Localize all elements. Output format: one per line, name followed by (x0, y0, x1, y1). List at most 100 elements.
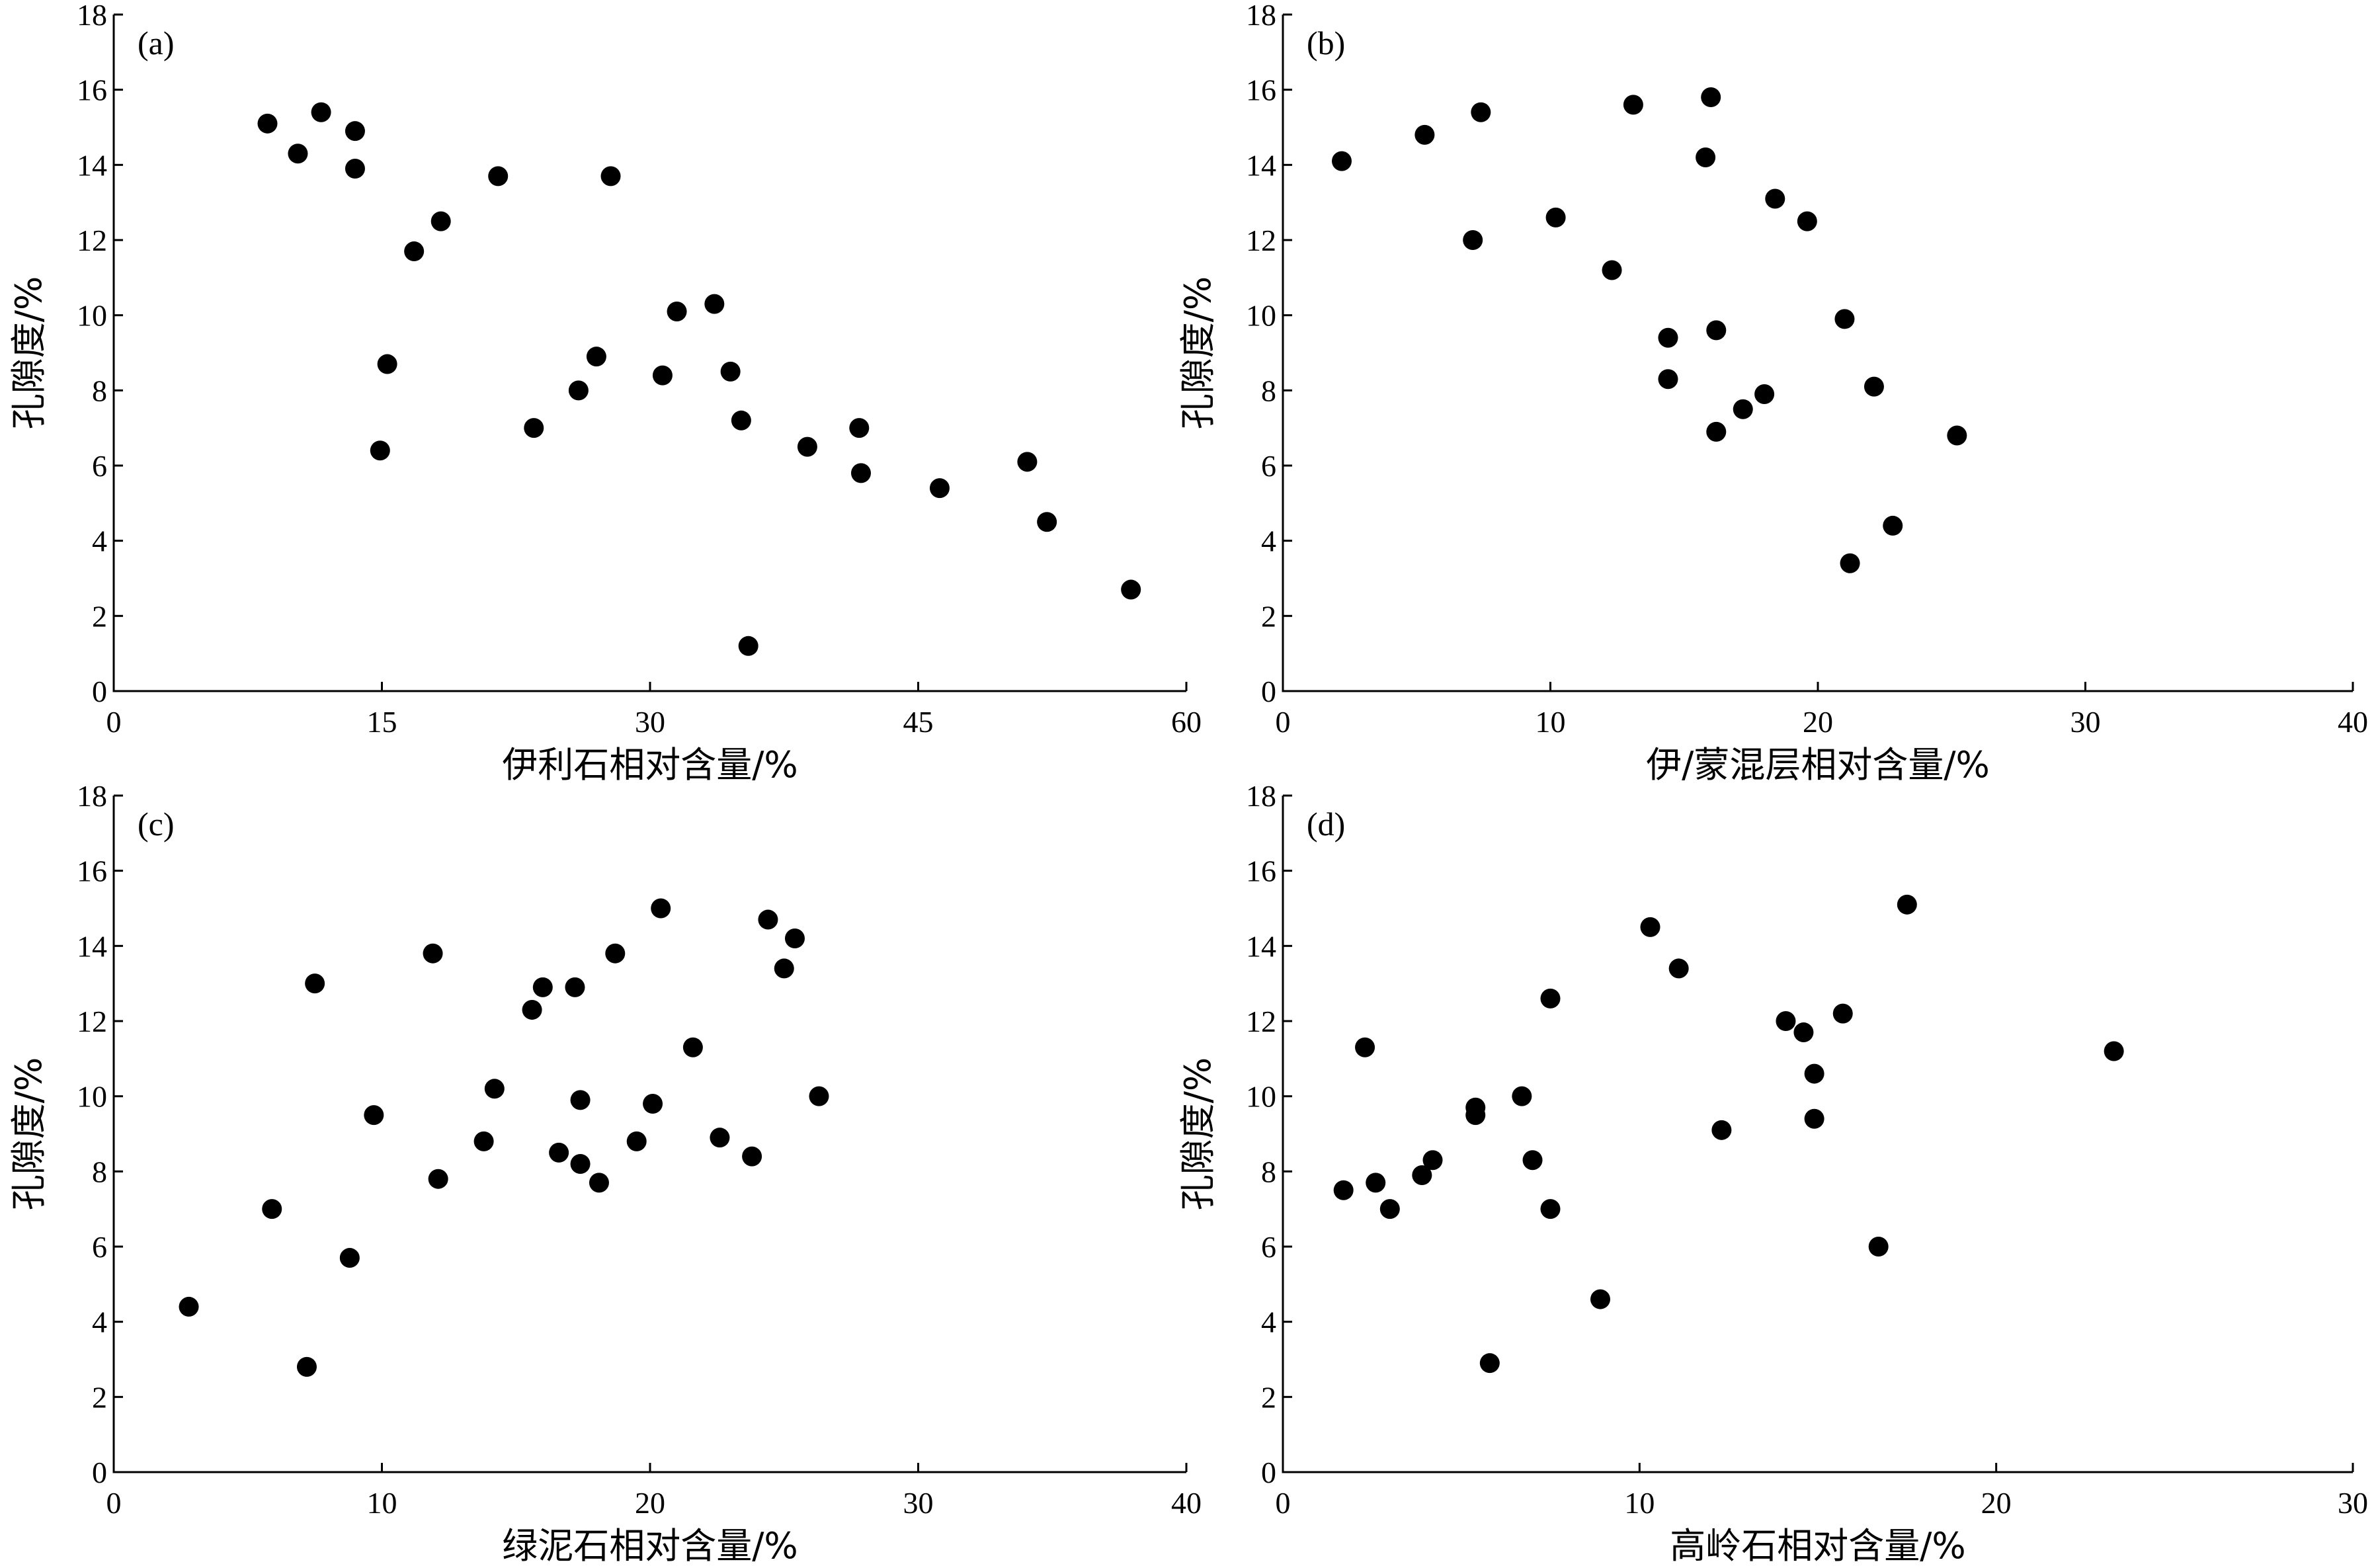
data-point (570, 1153, 591, 1174)
y-tick-label: 0 (1261, 1456, 1276, 1489)
y-tick-label: 6 (92, 449, 107, 483)
y-tick-label: 18 (77, 779, 107, 813)
x-tick-label: 40 (2338, 705, 2368, 739)
y-tick-label: 6 (1261, 449, 1276, 483)
data-point (1765, 188, 1785, 209)
data-point (1834, 309, 1855, 329)
data-point (1602, 260, 1622, 280)
x-tick-label: 10 (1624, 1486, 1655, 1520)
y-tick-label: 10 (1246, 1080, 1276, 1114)
data-point (428, 1169, 448, 1189)
y-tick-label: 10 (77, 1080, 107, 1114)
data-point (849, 418, 870, 438)
data-point (2104, 1041, 2124, 1061)
data-point (1696, 147, 1716, 167)
data-point (1840, 553, 1860, 573)
data-point (1883, 515, 1903, 536)
data-point (758, 909, 778, 930)
data-point (1640, 917, 1660, 937)
y-axis-title: 孔隙度/% (1177, 276, 1219, 430)
x-tick-label: 30 (2338, 1486, 2368, 1520)
data-point (1017, 452, 1038, 472)
y-tick-label: 12 (1246, 1005, 1276, 1038)
data-point (1658, 327, 1678, 348)
y-axis-title: 孔隙度/% (8, 276, 50, 430)
data-point (1331, 151, 1352, 171)
x-tick-label: 0 (1276, 705, 1291, 739)
data-point (1540, 1199, 1561, 1219)
y-tick-label: 16 (1246, 854, 1276, 888)
data-point (738, 636, 758, 656)
panel-b: 0 2 4 6 8 10 12 14 16 18 0 10 20 30 40 (b) 伊/蒙混层相对含量/% 孔隙… (1177, 0, 2368, 786)
y-tick-label: 16 (77, 73, 107, 107)
y-tick-label: 4 (1261, 524, 1276, 558)
x-tick-label: 0 (106, 705, 122, 739)
data-point (704, 294, 725, 314)
data-point (1668, 958, 1689, 979)
data-point (809, 1086, 829, 1106)
axis-lines (1282, 15, 2353, 692)
data-point (1864, 376, 1884, 397)
data-point (339, 1248, 360, 1268)
y-tick-label: 16 (1246, 73, 1276, 107)
panel-c: 0 2 4 6 8 10 12 14 16 18 0 10 20 30 40 (c) 绿泥石相对含量/% 孔隙度/… (8, 779, 1202, 1567)
data-point (423, 943, 443, 964)
data-point (364, 1105, 384, 1126)
x-tick-label: 30 (903, 1486, 934, 1520)
data-point (345, 159, 365, 179)
y-tick-label: 0 (92, 675, 107, 708)
x-axis-title: 伊利石相对含量/% (502, 744, 798, 786)
data-point (1868, 1237, 1889, 1257)
data-point (377, 354, 397, 374)
y-tick-label: 0 (92, 1456, 107, 1489)
data-point (1804, 1063, 1824, 1084)
y-tick-label: 4 (1261, 1305, 1276, 1339)
data-point (1706, 320, 1727, 341)
y-tick-label: 14 (77, 929, 107, 963)
x-axis-title: 高岭石相对含量/% (1670, 1525, 1966, 1567)
data-point (257, 113, 278, 134)
data-point (1623, 95, 1643, 115)
data-point (589, 1173, 609, 1193)
data-point (570, 1090, 591, 1110)
data-point (784, 928, 805, 948)
data-point (1804, 1108, 1824, 1129)
data-point (605, 943, 626, 964)
y-tick-label: 16 (77, 854, 107, 888)
y-tick-label: 18 (1246, 779, 1276, 813)
data-point (1366, 1173, 1386, 1193)
data-point (565, 977, 585, 997)
y-tick-label: 2 (92, 599, 107, 633)
x-tick-label: 60 (1171, 705, 1202, 739)
data-point (430, 211, 451, 231)
data-point (652, 365, 673, 386)
data-point (1522, 1150, 1543, 1171)
data-point (1658, 369, 1678, 390)
y-tick-label: 6 (92, 1230, 107, 1264)
data-point (720, 361, 741, 382)
y-tick-label: 2 (1261, 599, 1276, 633)
data-point (710, 1128, 730, 1148)
data-point (1793, 1022, 1814, 1043)
data-point (1471, 102, 1491, 122)
y-tick-label: 12 (77, 1005, 107, 1038)
data-point (667, 301, 687, 321)
y-tick-label: 12 (1246, 224, 1276, 257)
y-tick-label: 2 (92, 1380, 107, 1414)
data-point (473, 1131, 494, 1151)
x-tick-label: 15 (367, 705, 397, 739)
data-point (305, 973, 325, 994)
x-tick-label: 0 (106, 1486, 122, 1520)
x-axis-title: 伊/蒙混层相对含量/% (1646, 744, 1990, 786)
panel-label: (d) (1307, 805, 1345, 843)
data-point (524, 418, 544, 438)
data-point (345, 121, 365, 142)
x-tick-label: 20 (1981, 1486, 2012, 1520)
data-point (1706, 421, 1727, 442)
axis-lines (112, 15, 1186, 692)
x-tick-label: 20 (1803, 705, 1833, 739)
y-tick-label: 12 (77, 224, 107, 257)
data-point (1797, 211, 1817, 231)
y-tick-label: 10 (77, 299, 107, 333)
